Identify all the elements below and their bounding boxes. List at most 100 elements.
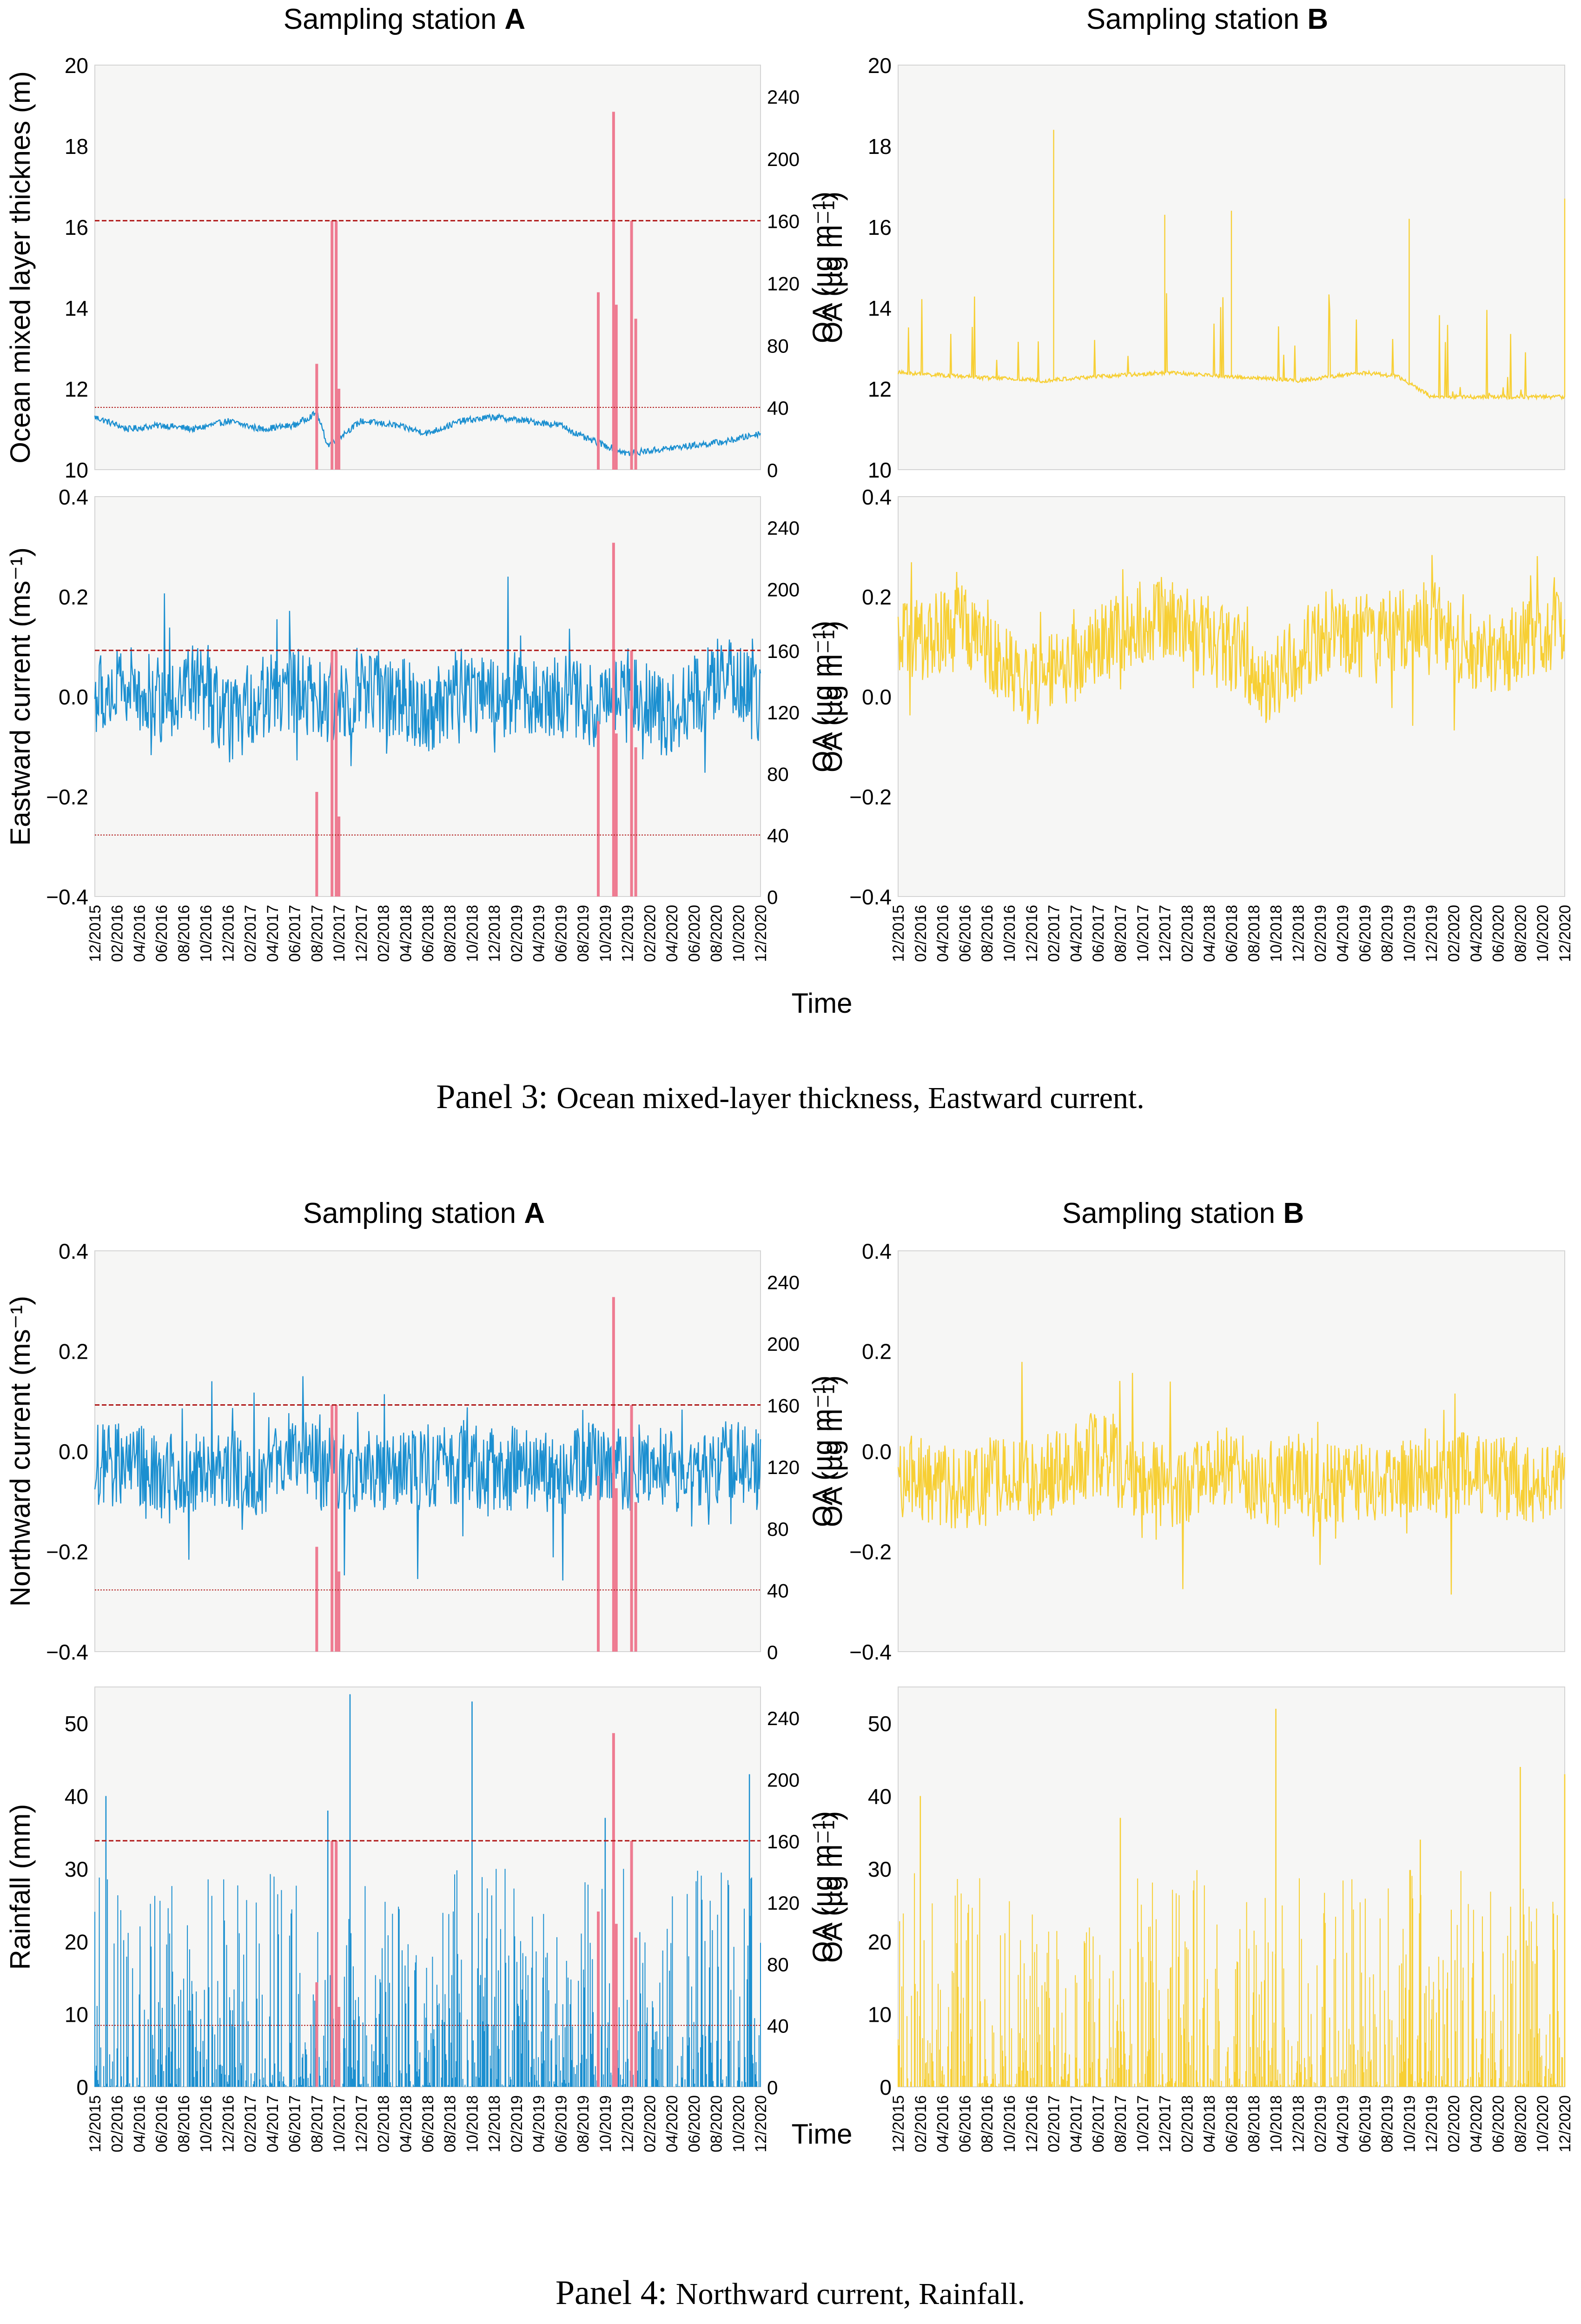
oa-bar [337, 2007, 341, 2087]
x-tick-label: 12/2016 [1023, 905, 1041, 962]
x-tick-label: 04/2020 [663, 2095, 681, 2152]
mixed_layer_A-chart: 10 12 14 16 18 20 Ocean mixed layer thicknes (… [5, 53, 848, 482]
x-tick-label: 06/2019 [552, 905, 570, 962]
x-tick-label: 06/2018 [1223, 2095, 1241, 2152]
oa-bar [337, 389, 341, 470]
x-tick-label: 06/2016 [956, 2095, 974, 2152]
x-tick-label: 02/2017 [242, 2095, 259, 2152]
mixed_layer_B-chart: 10 12 14 16 18 20 OA (µg m⁻¹) [807, 53, 1566, 482]
x-tick-label: 12/2017 [1157, 2095, 1174, 2152]
x-tick-label: 08/2019 [575, 905, 592, 962]
x-tick-label: 08/2016 [175, 2095, 193, 2152]
oa-tick-label: 200 [767, 1769, 800, 1791]
y-tick-label: 0.4 [862, 485, 892, 509]
x-tick-label: 08/2020 [708, 2095, 726, 2152]
x-tick-label: 12/2020 [752, 905, 770, 962]
northward_B-chart: 0.4 0.2 0.0 −0.2 −0.4 OA (µg m⁻¹) [807, 1239, 1566, 1664]
oa-axis-label: OA (µg m⁻¹) [807, 621, 838, 772]
x-tick-label: 08/2018 [1245, 905, 1263, 962]
oa-tick-label: 40 [767, 1580, 789, 1601]
x-tick-label: 06/2020 [1490, 905, 1508, 962]
x-tick-label: 10/2017 [1134, 2095, 1152, 2152]
oa-axis-label: OA (µg m⁻¹) [807, 1811, 838, 1963]
x-tick-label: 02/2018 [375, 2095, 393, 2152]
oa-tick-label: 80 [767, 335, 789, 357]
rainfall_A-rain-bars [94, 1869, 761, 2087]
y-tick-label: 40 [65, 1785, 88, 1809]
x-tick-label: 10/2020 [730, 905, 748, 962]
oa-bar [634, 747, 637, 896]
x-tick-label: 12/2016 [219, 905, 237, 962]
x-tick-label: 04/2019 [1334, 2095, 1352, 2152]
x-tick-label: 02/2019 [508, 2095, 526, 2152]
x-tick-label: 08/2017 [1112, 905, 1130, 962]
y-tick-label: 50 [65, 1712, 88, 1736]
x-tick-label: 02/2016 [109, 905, 126, 962]
oa-bar [597, 721, 600, 896]
oa-bar [597, 1476, 600, 1652]
oa-bar [337, 1571, 341, 1652]
y-tick-label: 40 [868, 1785, 892, 1809]
y-tick-label: 20 [868, 1930, 892, 1954]
y-tick-label: 0.2 [59, 1340, 88, 1364]
oa-bar [612, 1297, 615, 1652]
oa-tick-label: 80 [767, 1518, 789, 1540]
oa-bar [634, 319, 637, 470]
x-tick-label: 12/2016 [1023, 2095, 1041, 2152]
x-tick-label: 04/2020 [663, 905, 681, 962]
y-tick-label: 18 [868, 134, 892, 159]
rainfall_A-plot-area [94, 1687, 761, 2087]
x-tick-label: 04/2020 [1468, 905, 1485, 962]
x-tick-label: 02/2016 [109, 2095, 126, 2152]
y-tick-label: −0.4 [46, 1640, 88, 1664]
panel3-station-a-title: Sampling station A [284, 3, 525, 35]
eastward_B-chart: 0.4 0.2 0.0 −0.2 −0.4 OA (µg m⁻¹) 12/2015 02/20… [807, 485, 1574, 962]
x-tick-label: 06/2020 [686, 2095, 703, 2152]
x-tick-label: 08/2017 [308, 905, 326, 962]
y-tick-label: 0 [880, 2075, 892, 2099]
x-tick-label: 06/2018 [1223, 905, 1241, 962]
oa-tick-label: 80 [767, 763, 789, 785]
y-tick-label: −0.2 [849, 785, 892, 809]
mixed_layer_A-plot-area [94, 65, 761, 470]
x-tick-label: 02/2020 [641, 2095, 659, 2152]
y-tick-label: 30 [65, 1857, 88, 1881]
panel4-station-b-title: Sampling station B [1062, 1197, 1304, 1229]
x-tick-label: 10/2018 [1268, 2095, 1285, 2152]
oa-bar [335, 220, 338, 470]
y-tick-label: 10 [868, 2003, 892, 2027]
oa-tick-label: 240 [767, 517, 800, 539]
y-tick-label: 20 [65, 1930, 88, 1954]
y-tick-label: 10 [868, 458, 892, 482]
oa-bar [331, 650, 334, 896]
oa-bar [634, 1938, 637, 2087]
x-tick-label: 02/2016 [912, 2095, 930, 2152]
oa-bar [335, 650, 338, 896]
x-tick-label: 12/2019 [619, 2095, 637, 2152]
oa-tick-label: 160 [767, 1831, 800, 1853]
eastward_B-plot-area [898, 496, 1565, 897]
x-tick-label: 02/2018 [1178, 2095, 1196, 2152]
oa-tick-label: 120 [767, 1456, 800, 1478]
x-tick-label: 04/2018 [397, 905, 415, 962]
x-tick-label: 10/2020 [1534, 2095, 1552, 2152]
oa-bar [630, 1405, 633, 1652]
oa-tick-label: 240 [767, 1271, 800, 1293]
x-tick-label: 08/2019 [575, 2095, 592, 2152]
panel4-station-a-title: Sampling station A [303, 1197, 545, 1229]
oa-tick-label: 0 [767, 2077, 778, 2098]
panel3-caption: Panel 3: Ocean mixed-layer thickness, Ea… [436, 1078, 1144, 1116]
eastward_A-series-line [94, 577, 761, 773]
x-tick-label: 02/2019 [508, 905, 526, 962]
x-tick-label: 02/2020 [1445, 905, 1463, 962]
x-tick-label: 12/2019 [1423, 905, 1441, 962]
x-tick-label: 06/2019 [1356, 2095, 1374, 2152]
y-tick-label: 16 [868, 215, 892, 239]
oa-tick-label: 160 [767, 1395, 800, 1417]
y-tick-label: 16 [65, 215, 88, 239]
x-tick-label: 10/2016 [1001, 905, 1019, 962]
y-tick-label: 12 [65, 377, 88, 401]
y-tick-label: −0.2 [849, 1540, 892, 1564]
oa-bar [612, 543, 615, 896]
x-tick-label: 08/2019 [1379, 905, 1396, 962]
